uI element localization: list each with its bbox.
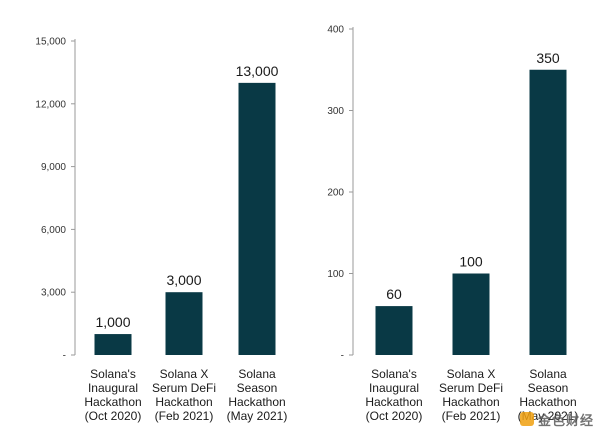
x-category-label: Solana X Serum DeFi Hackathon (Feb 2021) [439, 367, 503, 423]
y-tick-label: 15,000 [35, 37, 66, 48]
x-category-label-line: Solana [529, 367, 567, 381]
x-category-label-line: Solana X [160, 367, 209, 381]
x-category-label-line: (Oct 2020) [366, 409, 423, 423]
y-tick-label: - [341, 351, 344, 362]
y-tick-label: 12,000 [35, 99, 66, 110]
y-tick-label: - [63, 351, 66, 362]
x-category-label-line: Inaugural [369, 381, 419, 395]
x-category-label: Solana Season Hackathon (May 2021) [227, 367, 288, 423]
x-category-label-line: Hackathon [155, 395, 212, 409]
bar-value-label: 350 [536, 50, 560, 66]
x-category-label-line: Solana's [371, 367, 417, 381]
bar [238, 82, 276, 355]
bar [452, 273, 490, 355]
x-category-label-line: Solana [238, 367, 276, 381]
bar-value-label: 1,000 [95, 314, 130, 330]
x-category-label: Solana X Serum DeFi Hackathon (Feb 2021) [152, 367, 216, 423]
x-category-label-line: Serum DeFi [439, 381, 503, 395]
x-category-label-line: Hackathon [365, 395, 422, 409]
x-category-label-line: Season [528, 381, 569, 395]
x-category-label: Solana Season Hackathon (May 2021) [518, 367, 579, 423]
bar-value-label: 13,000 [236, 63, 279, 79]
brand-logo-icon [519, 412, 534, 426]
y-tick-label: 9,000 [41, 162, 66, 173]
x-category-label-line: Hackathon [519, 395, 576, 409]
x-category-label-line: Hackathon [442, 395, 499, 409]
watermark: 金色财经 [519, 409, 594, 429]
bar [529, 69, 567, 355]
x-category-label-line: Solana X [447, 367, 496, 381]
x-category-label-line: (May 2021) [227, 409, 288, 423]
watermark-text: 金色财经 [537, 412, 594, 428]
y-tick-label: 200 [327, 188, 344, 199]
bar [94, 334, 132, 355]
bar-value-label: 100 [459, 254, 483, 270]
x-category-label-line: (Feb 2021) [442, 409, 501, 423]
bar-value-label: 60 [386, 286, 402, 302]
x-category-label-line: Hackathon [228, 395, 285, 409]
x-category-label-line: Solana's [90, 367, 136, 381]
x-category-label-line: (Feb 2021) [155, 409, 214, 423]
bar [165, 292, 203, 355]
y-tick-label: 400 [327, 25, 344, 36]
bar [375, 306, 413, 355]
x-category-label-line: Season [237, 381, 278, 395]
x-category-label: Solana's Inaugural Hackathon (Oct 2020) [365, 367, 422, 423]
y-tick-label: 3,000 [41, 288, 66, 299]
x-category-label-line: Inaugural [88, 381, 138, 395]
y-tick-label: 300 [327, 106, 344, 117]
x-category-label-line: (Oct 2020) [85, 409, 142, 423]
x-category-label: Solana's Inaugural Hackathon (Oct 2020) [84, 367, 141, 423]
x-category-label-line: Serum DeFi [152, 381, 216, 395]
bar-value-label: 3,000 [166, 272, 201, 288]
chart-hackathon-participants: - 3,000 6,000 9,000 12,000 15,000 1,000 Solana'… [35, 37, 287, 424]
x-category-label-line: Hackathon [84, 395, 141, 409]
y-tick-label: 6,000 [41, 225, 66, 236]
y-tick-label: 100 [327, 269, 344, 280]
